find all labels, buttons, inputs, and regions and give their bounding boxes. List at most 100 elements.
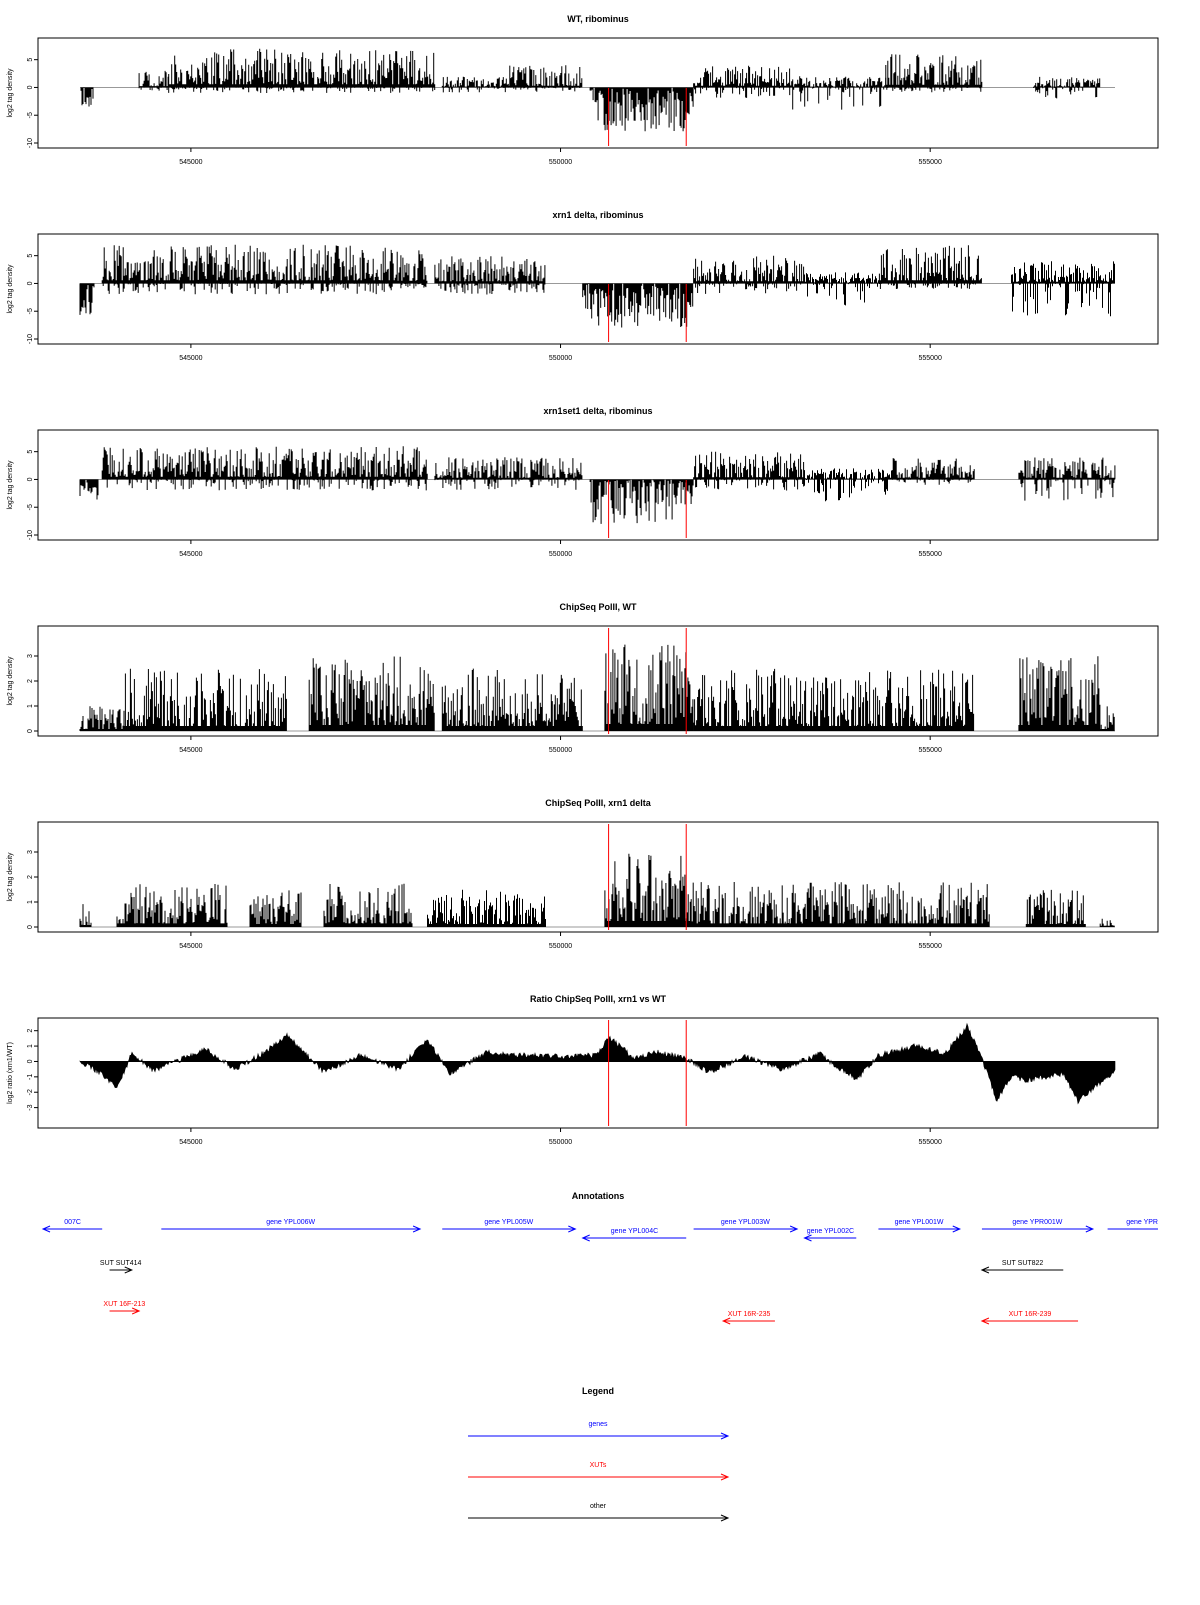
legend-title: Legend	[582, 1386, 614, 1396]
y-tick-label: 0	[27, 477, 34, 481]
data-segment-4	[589, 479, 694, 524]
feature-gene-ypl001w: gene YPL001W	[878, 1219, 962, 1233]
data-bars	[693, 65, 791, 98]
arrowhead	[980, 1317, 990, 1325]
arrowhead	[952, 1225, 962, 1233]
arrowhead	[980, 1266, 990, 1274]
legend-arrowhead	[720, 1514, 730, 1522]
y-axis-label: log2 tag density	[7, 68, 14, 118]
data-segment-4	[323, 883, 413, 927]
data-segment-4	[441, 668, 583, 731]
arrowhead	[131, 1307, 141, 1315]
y-tick-label: -5	[27, 504, 34, 510]
ratio-area	[79, 1022, 1116, 1105]
data-segment-5	[604, 644, 694, 731]
chart-title: WT, ribominus	[567, 14, 629, 24]
x-tick-label: 545000	[179, 355, 202, 362]
legend-item-other: other	[468, 1503, 730, 1522]
x-tick-label: 545000	[179, 159, 202, 166]
data-segment-3	[397, 250, 428, 289]
legend-arrowhead	[720, 1432, 730, 1440]
y-tick-label: -3	[27, 1104, 34, 1110]
arrowhead	[124, 1266, 134, 1274]
feature-gene-ypr: gene YPR	[1107, 1219, 1158, 1230]
x-tick-label: 550000	[549, 747, 572, 754]
y-tick-label: -10	[27, 138, 34, 148]
data-bars	[397, 250, 428, 289]
feature-label: gene YPL004C	[611, 1228, 658, 1235]
data-bars	[685, 882, 990, 927]
data-segment-2	[101, 446, 428, 491]
chart-title: xrn1 delta, ribominus	[552, 210, 643, 220]
y-tick-label: 2	[27, 875, 34, 879]
legend-label: genes	[588, 1421, 608, 1428]
arrowhead	[803, 1234, 812, 1242]
data-segment-2	[116, 884, 228, 927]
data-bars	[168, 48, 436, 93]
data-bars	[434, 457, 583, 490]
legend-item-genes: genes	[468, 1421, 730, 1440]
feature-label: SUT SUT414	[100, 1260, 142, 1267]
data-segment-6	[604, 853, 687, 927]
data-segment-9	[1099, 918, 1115, 927]
y-tick-label: 1	[27, 1044, 34, 1048]
x-tick-label: 545000	[179, 551, 202, 558]
data-segment-5	[508, 65, 583, 92]
data-segment-1	[79, 283, 95, 315]
feature-label: gene YPL005W	[484, 1219, 533, 1226]
data-bars	[441, 76, 509, 93]
data-bars	[101, 446, 428, 491]
x-tick-label: 555000	[918, 747, 941, 754]
x-tick-label: 555000	[918, 1139, 941, 1146]
data-segment-3	[434, 457, 583, 490]
feature-xut-16r-235: XUT 16R-235	[721, 1311, 775, 1325]
feature-label: gene YPL002C	[807, 1228, 854, 1235]
data-bars	[249, 890, 302, 927]
data-bars	[323, 883, 413, 927]
feature-gene-ypl003w: gene YPL003W	[693, 1219, 799, 1233]
x-tick-label: 545000	[179, 1139, 202, 1146]
chart-panel-1: WT, ribominus -10 -5 0 5 log2 tag density 5450…	[7, 14, 1159, 166]
data-segment-8	[1018, 457, 1116, 501]
chart-panel-2: xrn1 delta, ribominus -10 -5 0 5 log2 tag den…	[7, 210, 1159, 362]
data-segment-3	[249, 890, 302, 927]
data-bars	[116, 884, 228, 927]
data-segment-8	[877, 245, 982, 289]
y-axis-label: log2 tag density	[7, 656, 14, 706]
y-tick-label: -10	[27, 530, 34, 540]
data-bars	[1018, 656, 1101, 731]
data-segment-5	[582, 283, 694, 328]
feature-label: 007C	[64, 1219, 81, 1226]
data-segment-7	[1018, 656, 1101, 731]
data-segment-6	[589, 87, 694, 132]
data-segment-7	[892, 458, 975, 485]
y-tick-label: 5	[27, 58, 34, 62]
data-bars	[693, 451, 805, 491]
data-bars	[138, 70, 169, 91]
annotations-panel: Annotations 007C gene YPL006W gene YPL005W g…	[41, 1191, 1158, 1325]
data-segment-5	[693, 451, 805, 491]
data-bars	[79, 904, 92, 927]
data-bars	[79, 479, 99, 500]
data-bars	[1018, 457, 1116, 501]
arrowhead	[721, 1317, 731, 1325]
chart-panel-6: Ratio ChipSeq PolII, xrn1 vs WT -3 -2 -1 0 1 2…	[7, 994, 1159, 1146]
data-segment-2	[138, 70, 169, 91]
data-bars	[101, 244, 398, 295]
y-tick-label: -1	[27, 1074, 34, 1080]
x-tick-label: 550000	[549, 551, 572, 558]
data-segment-1	[79, 479, 99, 500]
y-axis-label: log2 tag density	[7, 852, 14, 902]
y-tick-label: 1	[27, 900, 34, 904]
x-tick-label: 555000	[918, 551, 941, 558]
data-segment-6	[693, 255, 805, 294]
data-bars	[123, 668, 287, 731]
data-segment-9	[1011, 261, 1115, 317]
plot-frame	[37, 37, 1159, 149]
data-bars	[693, 255, 805, 294]
legend-label: other	[590, 1503, 607, 1510]
y-tick-label: -5	[27, 308, 34, 314]
x-tick-label: 550000	[549, 1139, 572, 1146]
